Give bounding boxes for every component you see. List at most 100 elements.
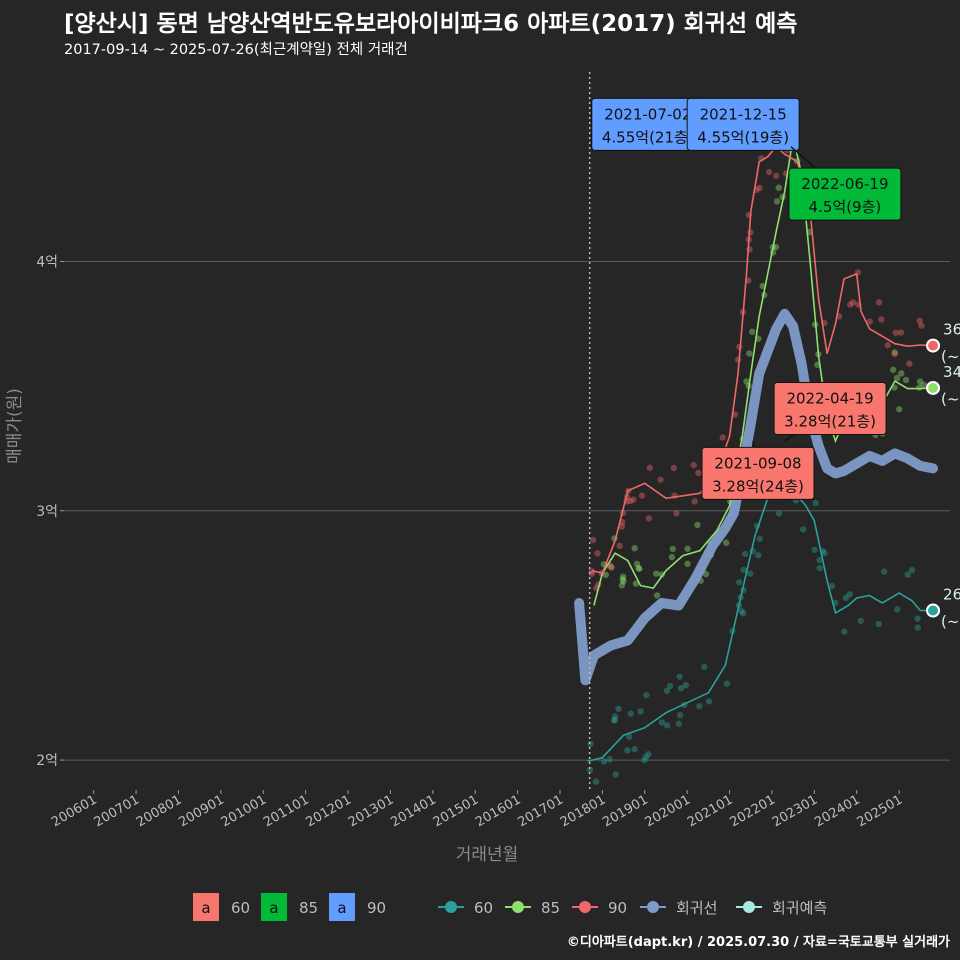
transaction-point (741, 550, 749, 558)
x-tick-label: 202501 (855, 792, 905, 830)
end-label-value: 36,625 (943, 321, 960, 339)
end-point (926, 338, 941, 353)
callout-box (686, 97, 800, 151)
transaction-point (636, 565, 643, 572)
transaction-point (916, 378, 924, 385)
transaction-point (755, 552, 762, 559)
callout-price: 4.5억(9층) (809, 198, 882, 216)
legend-line-dot (579, 901, 591, 913)
x-tick-label: 201801 (558, 792, 608, 830)
transaction-point (612, 771, 620, 778)
transaction-point (645, 751, 652, 758)
transaction-point (607, 563, 615, 570)
x-tick-label: 201001 (219, 792, 269, 830)
transaction-point (866, 318, 873, 325)
legend-line-label: 회귀예측 (772, 899, 827, 917)
transaction-point (666, 682, 674, 690)
transaction-point (695, 469, 702, 477)
transaction-point (641, 756, 648, 764)
x-tick-label: 201301 (346, 792, 396, 830)
legend-line-dot (743, 901, 755, 913)
transaction-point (739, 610, 747, 617)
transaction-point (670, 464, 678, 472)
x-tick-label: 201401 (388, 792, 438, 830)
chart-subtitle: 2017-09-14 ~ 2025-07-26(최근계약일) 전체 거래건 (64, 42, 408, 58)
x-tick-label: 200701 (92, 792, 142, 830)
transaction-point (773, 198, 781, 205)
transaction-point (906, 360, 913, 367)
callout-date: 2021-07-02 (604, 105, 691, 123)
transaction-point (747, 229, 754, 236)
transaction-point (918, 322, 925, 329)
transaction-point (642, 753, 650, 761)
transaction-point (749, 328, 756, 335)
end-point (926, 603, 941, 618)
transaction-point (772, 243, 780, 251)
transaction-point (663, 687, 671, 695)
transaction-point (677, 685, 685, 692)
transaction-point (799, 526, 807, 533)
transaction-point (592, 778, 600, 785)
x-tick-label: 201601 (473, 792, 523, 830)
transaction-point (828, 582, 836, 590)
legend-area-glyph: a (269, 899, 278, 917)
legend-line-label: 85 (541, 899, 560, 917)
legend-area-label: 60 (231, 899, 250, 917)
transaction-point (611, 713, 619, 720)
transaction-point (616, 542, 623, 550)
transaction-point (884, 341, 892, 349)
transaction-point (701, 663, 708, 671)
x-tick-label: 200901 (176, 792, 226, 830)
end-label-area: (~60㎡) (941, 612, 960, 630)
transaction-point (663, 722, 671, 729)
transaction-point (619, 573, 627, 580)
callout-price: 3.28억(24층) (712, 477, 804, 495)
transaction-point (676, 711, 684, 719)
transaction-point (611, 717, 618, 724)
transaction-point (772, 172, 780, 179)
transaction-point (821, 550, 828, 557)
x-tick-label: 202101 (685, 792, 735, 830)
callout-date: 2022-06-19 (801, 175, 888, 193)
x-tick-label: 202201 (727, 792, 777, 830)
transaction-point (631, 545, 638, 552)
transaction-point (627, 497, 634, 505)
legend-line-dot (647, 901, 659, 913)
transaction-point (914, 624, 921, 631)
trend-line (574, 308, 938, 686)
transaction-point (896, 406, 903, 413)
transaction-point (637, 708, 644, 715)
transaction-point (893, 374, 901, 382)
transaction-point (897, 329, 905, 336)
legend-area-key (329, 893, 355, 921)
transaction-point (702, 570, 710, 578)
transaction-point (632, 580, 640, 587)
transaction-point (916, 384, 923, 391)
x-tick-label: 201901 (600, 792, 650, 830)
transaction-point (705, 698, 713, 705)
x-tick-label: 201701 (516, 792, 566, 830)
transaction-point (756, 184, 763, 192)
transaction-point (638, 492, 646, 499)
transaction-point (626, 733, 633, 740)
end-label-value: 34,925 (943, 363, 960, 381)
transaction-point (740, 566, 747, 573)
transaction-point (631, 745, 638, 753)
transaction-point (841, 628, 848, 635)
transaction-point (608, 564, 615, 571)
transaction-point (892, 329, 899, 336)
transaction-point (646, 464, 654, 471)
transaction-point (893, 606, 901, 613)
transaction-point (587, 740, 594, 748)
transaction-point (675, 720, 682, 727)
transaction-point (849, 299, 857, 306)
transaction-point (690, 461, 697, 469)
transaction-point (586, 766, 594, 774)
transaction-point (594, 550, 601, 557)
transaction-point (875, 299, 883, 306)
callout-date: 2022-04-19 (786, 390, 873, 408)
callout-date: 2021-09-08 (714, 454, 801, 472)
transaction-point (653, 570, 660, 577)
legend-line-dot (512, 901, 524, 913)
callout-date: 2021-12-15 (700, 105, 787, 123)
